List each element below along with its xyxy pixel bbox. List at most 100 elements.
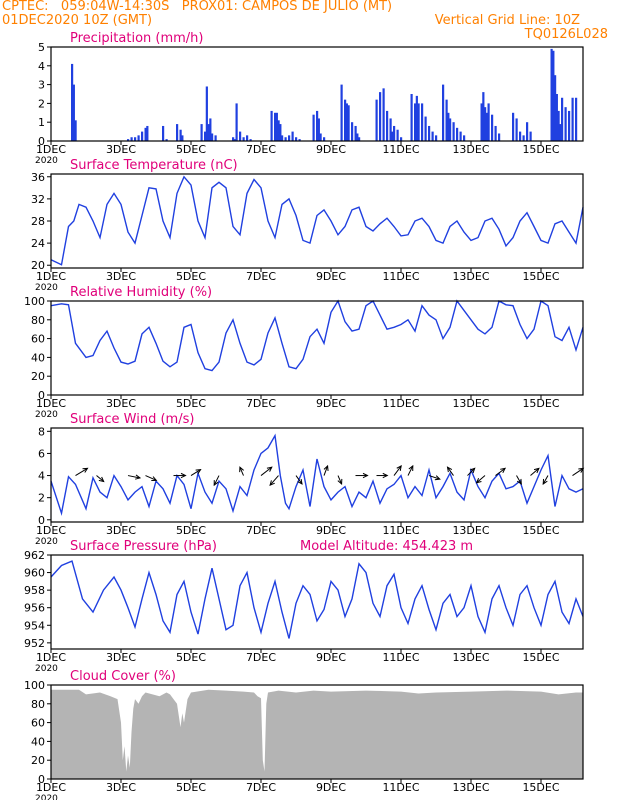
precip-bar: [162, 125, 165, 141]
precip-bar: [410, 94, 413, 141]
wind-arrow-head: [382, 472, 389, 479]
wind-arrow: [446, 466, 454, 476]
y-tick-label: 0: [38, 135, 45, 148]
y-tick-label: 954: [24, 619, 45, 632]
precip-bar: [529, 131, 532, 141]
precip-bar: [482, 92, 485, 141]
panel-title: Cloud Cover (%): [70, 669, 176, 684]
x-tick-label: 11DEC: [382, 524, 419, 537]
y-tick-label: 40: [31, 735, 45, 748]
precip-bar: [414, 103, 417, 141]
wind-arrow: [393, 465, 402, 476]
precip-bar: [204, 131, 207, 141]
precip-bar: [291, 131, 294, 141]
precip-bar: [181, 135, 184, 141]
header-datetime: 01DEC2020 10Z (GMT): [2, 13, 153, 28]
wind-arrow-head: [446, 466, 453, 473]
x-tick-label: 15DEC: [522, 270, 559, 283]
precip-bar: [463, 135, 466, 141]
wind-arrow: [213, 475, 220, 487]
y-tick-label: 960: [24, 567, 45, 580]
wind-arrow: [355, 472, 369, 479]
x-tick-label: 1DEC: [36, 397, 66, 410]
wind-arrow-head: [213, 480, 219, 487]
precip-bar: [351, 122, 354, 141]
wind-arrow-head: [135, 474, 142, 480]
wind-arrow: [127, 474, 142, 480]
precip-bar: [447, 112, 450, 141]
precip-bar: [71, 63, 74, 141]
x-tick-label: 3DEC: [106, 781, 136, 794]
wind-arrow: [239, 466, 245, 476]
precip-bar: [207, 124, 210, 141]
y-tick-label: 20: [31, 259, 45, 272]
precip-bar: [415, 95, 418, 141]
x-year-label: 2020: [35, 283, 58, 293]
x-tick-label: 11DEC: [382, 651, 419, 664]
y-tick-label: 60: [31, 717, 45, 730]
precip-bar: [279, 124, 282, 141]
x-tick-label: 13DEC: [452, 651, 489, 664]
panel-frame: [50, 46, 584, 142]
y-tick-label: 28: [31, 215, 45, 228]
y-tick-label: 952: [24, 637, 45, 650]
wind-arrow-shaft: [428, 475, 440, 480]
x-tick-label: 5DEC: [176, 143, 206, 156]
x-tick-label: 7DEC: [246, 397, 276, 410]
precip-bar: [354, 125, 357, 141]
wind-arrow: [75, 467, 89, 476]
y-tick-label: 24: [31, 237, 45, 250]
y-tick-label: 8: [38, 425, 45, 438]
wind-arrow-head: [434, 475, 441, 481]
x-tick-label: 5DEC: [176, 270, 206, 283]
precip-bar: [555, 94, 558, 141]
y-tick-label: 5: [38, 41, 45, 54]
y-tick-label: 6: [38, 447, 45, 460]
precip-bar: [317, 118, 320, 141]
precip-bar: [526, 122, 529, 141]
wind-arrow-shaft: [269, 475, 279, 486]
panel-title: Precipitation (mm/h): [70, 31, 203, 46]
precip-bar: [449, 118, 452, 141]
wind-arrow-head: [337, 478, 343, 486]
precip-bar: [344, 99, 347, 141]
precip-bar: [445, 99, 448, 141]
wind-arrow-head: [475, 477, 482, 484]
precip-bar: [393, 125, 396, 141]
wind-arrow: [467, 467, 476, 476]
wind-arrow-shaft: [447, 466, 454, 476]
precip-bar: [74, 120, 77, 141]
wind-arrow-shaft: [127, 475, 141, 479]
wind-arrow-head: [195, 468, 202, 475]
x-tick-label: 5DEC: [176, 781, 206, 794]
precip-bar: [396, 129, 399, 141]
y-tick-label: 36: [31, 171, 45, 184]
wind-arrow: [407, 464, 414, 476]
wind-arrow: [145, 475, 158, 482]
precip-bar: [561, 97, 564, 141]
precip-bar: [179, 129, 182, 141]
wind-arrow-head: [151, 476, 158, 482]
header-model-code: TQ0126L028: [524, 27, 608, 42]
wind-arrow-head: [533, 467, 540, 474]
precip-bar: [498, 133, 501, 141]
y-tick-label: 2: [38, 97, 45, 110]
x-tick-label: 15DEC: [522, 651, 559, 664]
y-tick-label: 0: [38, 514, 45, 527]
precip-bar: [356, 133, 359, 141]
x-tick-label: 15DEC: [522, 524, 559, 537]
wind-arrow-shaft: [530, 467, 540, 476]
x-tick-label: 1DEC: [36, 781, 66, 794]
wind-arrow-shaft: [516, 475, 522, 485]
precip-bar: [550, 48, 553, 141]
y-tick-label: 100: [24, 295, 45, 308]
x-tick-label: 1DEC: [36, 651, 66, 664]
precip-bar: [494, 125, 497, 141]
wind-arrow: [530, 467, 540, 476]
wind-arrow-head: [180, 472, 187, 479]
precip-bar: [459, 131, 462, 141]
wind-arrow-shaft: [542, 475, 549, 485]
wind-arrow: [376, 472, 389, 479]
wind-arrow-head: [239, 466, 245, 473]
